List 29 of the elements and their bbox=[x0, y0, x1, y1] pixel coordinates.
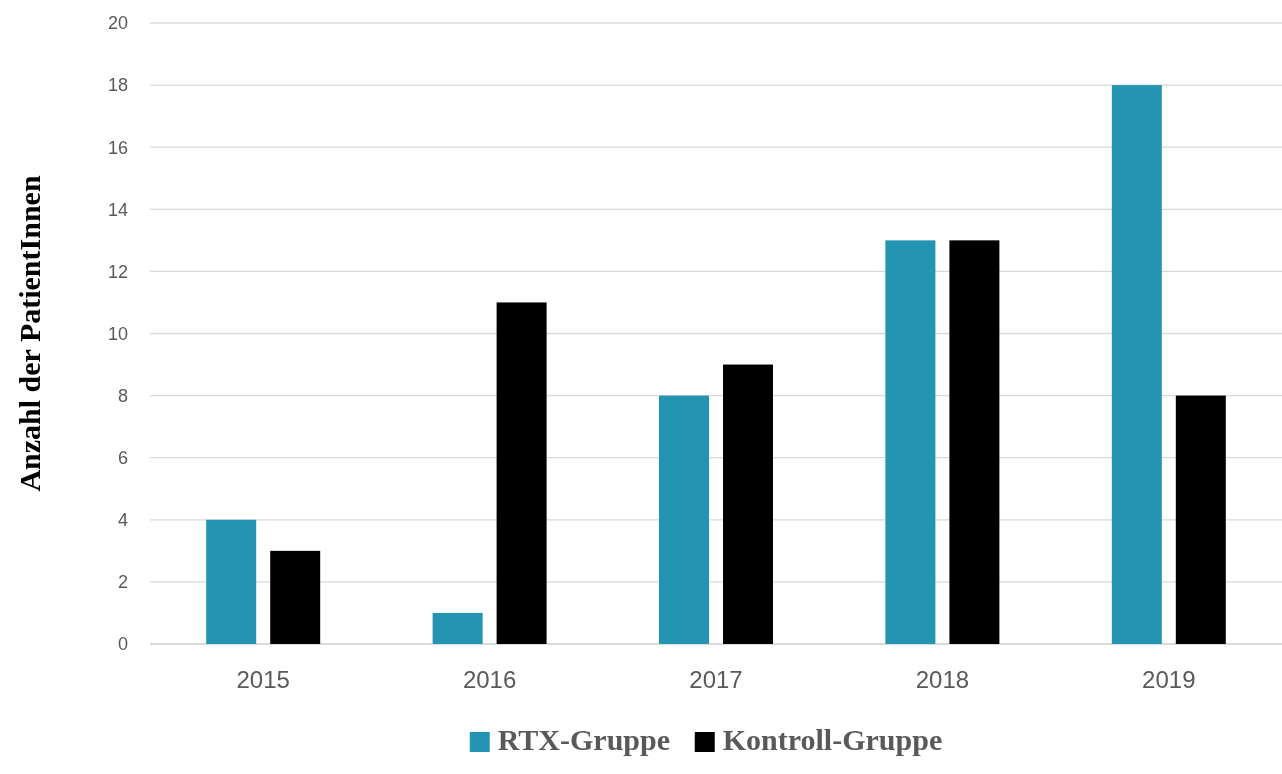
y-tick-label: 14 bbox=[107, 199, 128, 220]
y-tick-label: 10 bbox=[107, 323, 128, 344]
bar bbox=[206, 519, 257, 644]
bar bbox=[1175, 395, 1226, 644]
y-tick-label: 6 bbox=[117, 448, 128, 468]
bar bbox=[659, 395, 709, 644]
x-tick-label: 2019 bbox=[1142, 666, 1196, 693]
y-tick-label: 4 bbox=[117, 510, 128, 531]
y-tick-label: 20 bbox=[107, 13, 128, 34]
bar bbox=[723, 364, 773, 644]
bar bbox=[270, 550, 321, 644]
y-tick-label: 0 bbox=[117, 634, 128, 655]
y-tick-label: 2 bbox=[117, 572, 128, 593]
y-tick-label: 16 bbox=[107, 137, 128, 158]
y-tick-label: 8 bbox=[117, 385, 128, 406]
bar bbox=[496, 302, 547, 644]
y-tick-label: 18 bbox=[107, 75, 128, 96]
legend-label: RTX-Gruppe bbox=[497, 723, 671, 756]
y-axis-title: Anzahl der PatientInnen bbox=[13, 175, 46, 492]
bar bbox=[949, 240, 1000, 644]
bar bbox=[885, 240, 936, 644]
x-tick-label: 2016 bbox=[462, 666, 517, 693]
legend-label: Kontroll-Gruppe bbox=[722, 723, 943, 756]
x-tick-label: 2017 bbox=[689, 666, 743, 693]
x-tick-label: 2018 bbox=[915, 666, 970, 693]
x-tick-label: 2015 bbox=[236, 666, 290, 693]
y-tick-label: 12 bbox=[107, 261, 128, 282]
bar bbox=[1111, 85, 1162, 644]
bar bbox=[432, 612, 483, 644]
